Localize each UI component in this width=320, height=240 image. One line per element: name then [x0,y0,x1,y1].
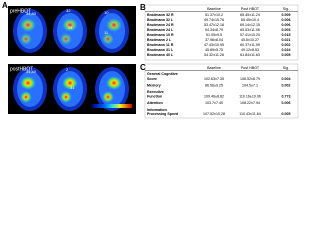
table-cell: 102.63±7.35 [204,77,224,81]
table-cell: 45.6±10.27 [241,38,259,42]
table-frame [144,63,299,119]
table-cell: 37.96±8.04 [205,38,223,42]
activation [102,33,114,45]
row-label: Function [147,95,162,99]
row-label: Attention [147,101,163,105]
table-header: Sig. [283,66,289,70]
row-label: Brodmann 32 L [147,18,174,22]
row-label: Score [147,77,157,81]
region-annotation: 11 [104,30,109,35]
row-label: Memory [147,84,161,88]
row-label: Brodmann 31 L [147,48,174,52]
table-cell: 0.006 [282,18,291,22]
table-cell: 45.89±5.75 [205,48,223,52]
activation [62,18,78,32]
table-cell: 0.005 [282,112,291,116]
activation [20,76,36,90]
panel-label: C [140,63,146,72]
table-cell: 0.009 [282,13,291,17]
table-cell: 103.7±7.40 [205,101,223,105]
table-header: Baseline [207,66,221,70]
table-header: Post HBOT [241,7,260,11]
activation [60,33,72,45]
section-label: General Cognitive [147,72,178,76]
row-label: Brodmann 10 R [147,33,174,37]
table-cell: 60.37±11.99 [240,43,260,47]
table-header: Post HBOT [241,66,260,70]
table-cell: 0.003 [282,28,291,32]
region-annotation: 31 [70,85,75,90]
table-cell: 0.015 [282,33,291,37]
region-annotation: 34,40 [26,11,37,16]
activation [106,76,122,90]
activation [62,76,78,90]
table-cell: 57.41±10.20 [240,33,260,37]
row-label: Brodmann 11 R [147,43,174,47]
region-annotation: 24 [68,25,73,30]
table-cell: 51.05±9.5 [206,33,222,37]
activation [20,91,32,103]
activation [20,18,36,32]
table-cell: 65.53±11.06 [240,28,260,32]
table-cell: 69.14±12.15 [240,23,260,27]
activation [106,18,122,32]
activation [60,91,72,103]
table-cell: 108.52±6.79 [240,77,260,81]
table-cell: 51.37±10.2 [205,13,223,17]
activation [20,33,32,45]
table-cell: 47.43±10.95 [204,43,224,47]
panel-label: A [2,1,8,10]
region-annotation: 34,40 [26,69,37,74]
table-cell: 107.52±10.28 [203,112,225,116]
table-cell: 110.16±10.06 [239,95,261,99]
region-annotation: 2 [66,67,69,72]
table-cell: 0.005 [282,53,291,57]
table-cell: 0.024 [282,48,291,52]
row-label: Information [147,108,167,112]
table-cell: 109.46±8.82 [204,95,224,99]
row-label: Brodmann 40 L [147,53,174,57]
table-cell: 61.84±11.63 [240,53,260,57]
table-cell: 108.22±7.94 [240,101,260,105]
panel-label: B [140,3,146,12]
table-cell: 65.45±11.24 [240,13,260,17]
table-cell: 53.47±12.18 [204,23,224,27]
table-cell: 49.74±15.76 [204,18,224,22]
row-label: Executive [147,90,164,94]
table-cell: 110.43±11.64 [239,112,260,116]
table-header: Sig. [283,7,289,11]
table-cell: 0.006 [282,23,291,27]
table-cell: 0.002 [282,43,291,47]
table-cell: 0.773 [282,95,291,99]
table-cell: 54.34±8.79 [205,28,223,32]
scan-title: preHBOT [10,8,31,14]
scan-title: postHBOT [10,66,33,72]
row-label: Brodmann 24 L [147,28,174,32]
table-frame [144,4,299,61]
row-label: Brodmann 24 R [147,23,174,27]
table-cell: 54.32±11.28 [204,53,224,57]
table-cell: 0.006 [282,101,291,105]
table-cell: 0.021 [282,38,291,42]
table-header: Baseline [207,7,221,11]
table-cell: 0.004 [282,77,291,81]
colorbar [92,104,132,108]
row-label: Processing Speed [147,112,178,116]
region-annotation: 32 [66,8,71,13]
activation [102,91,114,103]
table-cell: 65.45±10.4 [241,18,259,22]
row-label: Brodmann 32 R [147,13,174,17]
region-annotation: 10 [104,10,109,15]
table-cell: 49.12±8.53 [241,48,259,52]
table-cell: 104.5±7.1 [242,84,258,88]
table-cell: 86.56±9.25 [205,84,223,88]
row-label: Brodmann 2 L [147,38,172,42]
table-cell: 0.002 [282,84,291,88]
